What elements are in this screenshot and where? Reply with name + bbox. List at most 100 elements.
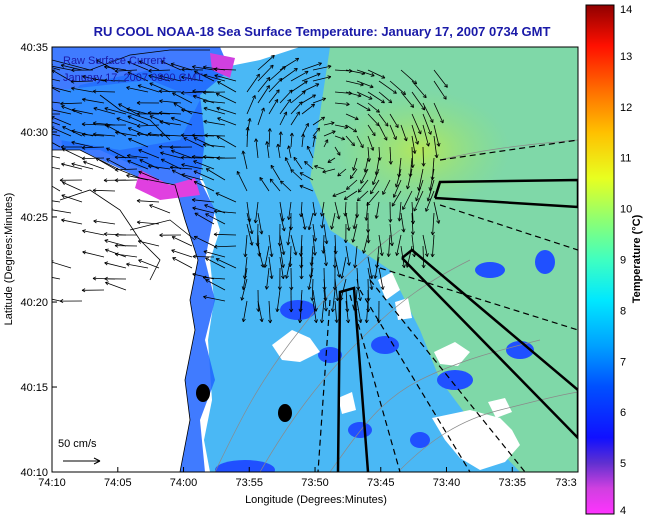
current-vector-head xyxy=(194,70,197,75)
current-vector-head xyxy=(295,68,298,72)
current-vector-head xyxy=(41,82,43,85)
current-vector xyxy=(398,201,402,222)
current-vector-head xyxy=(403,264,406,268)
coastline xyxy=(52,49,210,472)
current-vector-head xyxy=(425,94,427,98)
current-vector xyxy=(334,146,341,156)
current-vector xyxy=(400,124,407,142)
current-vector-head xyxy=(62,181,65,186)
current-vector xyxy=(172,257,193,269)
current-vector xyxy=(279,89,293,104)
current-vector xyxy=(345,69,365,75)
current-vector xyxy=(126,87,149,93)
current-vector xyxy=(127,160,149,170)
current-vector-head xyxy=(316,83,320,87)
current-vector xyxy=(334,278,338,301)
current-vector xyxy=(411,212,414,235)
current-vector-head xyxy=(82,250,87,253)
current-vector-head xyxy=(38,164,41,165)
current-vector xyxy=(345,300,349,323)
current-vector-head xyxy=(280,131,283,136)
current-vector-head xyxy=(323,308,327,312)
current-vector xyxy=(367,113,380,126)
current-vector-head xyxy=(39,75,42,76)
current-vector-head xyxy=(303,133,306,138)
current-vector-head xyxy=(412,253,415,258)
current-vector xyxy=(148,133,171,137)
current-vector xyxy=(137,221,160,225)
current-vector-head xyxy=(301,133,304,138)
current-vector-head xyxy=(171,249,175,254)
current-vector-head xyxy=(241,150,244,155)
current-vector-head xyxy=(354,264,358,269)
current-vector-head xyxy=(202,92,207,95)
current-vector-head xyxy=(372,181,374,185)
current-vector xyxy=(378,80,397,94)
current-vector-head xyxy=(343,196,347,200)
current-vector xyxy=(268,300,271,324)
current-vector xyxy=(171,150,193,159)
current-vector-head xyxy=(147,132,152,135)
current-vector-head xyxy=(192,256,197,259)
current-vector xyxy=(159,134,182,137)
current-vector xyxy=(402,190,413,210)
current-vector-head xyxy=(358,190,362,193)
current-vector-head xyxy=(423,264,426,269)
current-vector xyxy=(322,168,336,173)
current-vector xyxy=(422,234,428,257)
y-tick-label: 40:20 xyxy=(20,297,48,309)
radar-station-marker xyxy=(278,404,292,422)
colorbar-tick-label: 8 xyxy=(620,305,626,317)
current-vector-head xyxy=(194,212,198,217)
current-vector xyxy=(203,74,226,82)
current-vector-head xyxy=(71,109,75,113)
current-vector-head xyxy=(158,112,163,116)
current-vector-head xyxy=(38,165,41,167)
current-vector xyxy=(411,91,426,111)
current-vector-head xyxy=(160,60,164,65)
current-vector-head xyxy=(346,186,348,190)
current-vector xyxy=(259,177,270,192)
colorbar-tick-label: 12 xyxy=(620,102,632,114)
current-vector-head xyxy=(191,199,196,203)
current-vector xyxy=(366,190,380,206)
current-vector-head xyxy=(355,116,359,120)
current-vector xyxy=(311,245,314,266)
current-vector-head xyxy=(93,219,98,222)
current-vector-head xyxy=(191,134,196,138)
current-vector-head xyxy=(358,93,362,97)
current-vector xyxy=(138,259,160,269)
current-vector-head xyxy=(327,159,330,163)
current-vector-head xyxy=(314,165,318,169)
current-vector-head xyxy=(357,199,361,202)
current-vector-head xyxy=(358,319,362,323)
current-vector xyxy=(367,256,373,279)
current-vector xyxy=(391,190,402,207)
current-vector-head xyxy=(305,80,308,85)
current-vector-head xyxy=(269,64,274,67)
current-vector xyxy=(214,210,237,214)
current-vector-head xyxy=(203,74,207,78)
current-vector-head xyxy=(244,253,248,258)
current-vector-head xyxy=(344,125,349,128)
current-vector-head xyxy=(104,262,108,266)
current-vector-head xyxy=(159,99,163,102)
current-vector-head xyxy=(241,286,244,290)
current-vector-head xyxy=(114,178,119,181)
current-vector-head xyxy=(360,181,364,184)
current-vector xyxy=(95,59,116,71)
current-vector xyxy=(52,200,61,203)
current-vector-head xyxy=(92,188,97,191)
current-vector-head xyxy=(314,252,317,256)
current-vector xyxy=(276,289,281,312)
current-vector-head xyxy=(104,278,108,281)
current-vector xyxy=(82,98,105,104)
current-vector xyxy=(205,279,226,291)
current-vector-head xyxy=(172,92,175,97)
current-vector-head xyxy=(283,275,285,279)
current-vector-head xyxy=(328,76,332,80)
current-vector-head xyxy=(270,54,275,57)
current-vector xyxy=(367,146,370,162)
current-vector-head xyxy=(286,241,289,246)
current-vector-head xyxy=(309,274,312,279)
